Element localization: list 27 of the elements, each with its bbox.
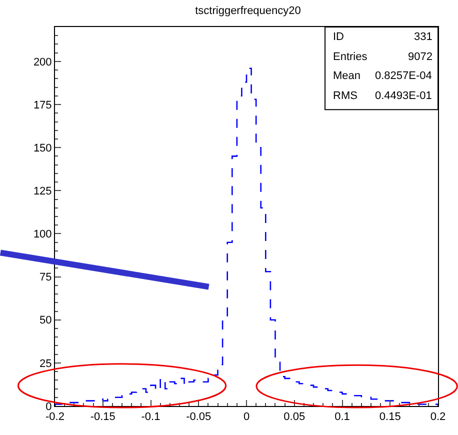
annotation: Entries: [333, 51, 368, 63]
x-tick-label: -0.05: [186, 411, 212, 424]
annotation: 331: [414, 31, 432, 43]
y-tick-label: 0: [46, 400, 52, 413]
annotation: Mean: [333, 70, 361, 82]
y-tick-label: 200: [33, 56, 52, 68]
x-tick-label: 0.2: [430, 411, 446, 424]
y-tick-label: 50: [40, 314, 52, 327]
x-tick-label: -0.15: [90, 411, 116, 424]
x-tick-label: 0.15: [379, 411, 401, 424]
y-tick-label: 100: [33, 228, 52, 241]
annotation: 0.8257E-04: [375, 70, 432, 82]
annotation: RMS: [333, 90, 358, 102]
x-tick-label: 0: [243, 411, 250, 424]
y-tick-label: 150: [33, 142, 52, 154]
x-tick-label: 0.05: [284, 411, 306, 424]
x-tick-label: 0.1: [334, 411, 350, 424]
annotation: 9072: [408, 51, 432, 63]
annotation: 0.4493E-01: [375, 90, 432, 102]
y-tick-label: 25: [40, 358, 52, 370]
chart-title: tsctriggerfrequency20: [195, 5, 301, 18]
y-tick-label: 75: [40, 272, 52, 284]
y-tick-label: 175: [33, 99, 52, 112]
x-tick-label: -0.2: [46, 411, 64, 424]
x-tick-label: -0.1: [141, 411, 160, 424]
annotation: ID: [333, 31, 344, 43]
y-tick-label: 125: [33, 186, 52, 198]
